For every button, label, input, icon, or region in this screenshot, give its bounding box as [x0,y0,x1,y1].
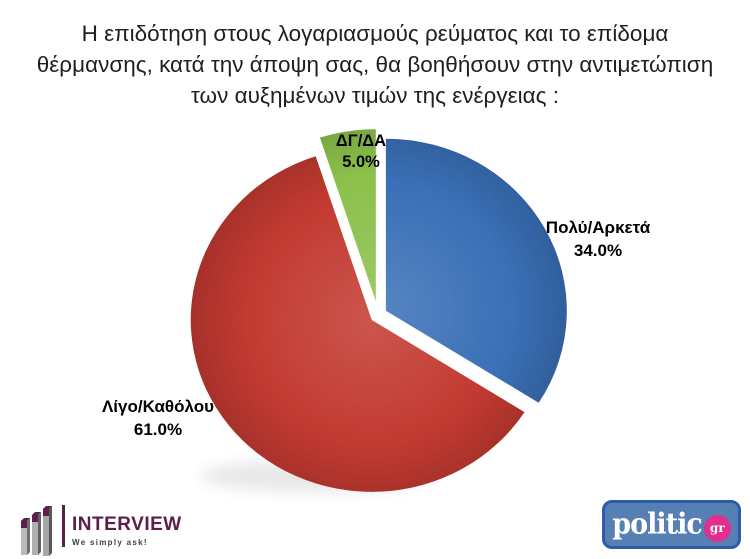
pie-slice-dg-da [319,129,376,302]
interview-logo: INTERVIEW We simply ask! [20,504,182,557]
bar-2 [32,512,41,555]
title-line-2: θέρμανσης, κατά την άποψη σας, θα βοηθήσ… [36,52,714,77]
slice-value: 34.0% [573,240,623,260]
interview-logo-name: INTERVIEW [72,514,182,535]
chart-title: Η επιδότηση στους λογαριασμούς ρεύματος … [20,18,730,111]
slice-value: 61.0% [133,419,183,439]
interview-logo-tagline: We simply ask! [72,538,148,547]
slice-label-ligo-katholou: Λίγο/Καθόλου 61.0% [83,396,233,442]
slice-name: Λίγο/Καθόλου [101,397,215,416]
slice-name: Πολύ/Αρκετά [545,218,651,237]
slice-label-poly-arketa: Πολύ/Αρκετά 34.0% [523,217,673,263]
interview-bars-icon [21,506,52,556]
pie-slice-poly-arketa [385,138,567,403]
politic-logo-name: politic [612,507,703,542]
title-line-1: Η επιδότηση στους λογαριασμούς ρεύματος … [81,21,669,46]
slice-name: ΔΓ/ΔΑ [335,132,387,150]
pie-slice-ligo-katholou [190,156,525,492]
slice-label-dg-da: ΔΓ/ΔΑ 5.0% [301,131,421,174]
interview-logo-divider [62,505,65,547]
title-line-3: των αυξημένων τιμών της ενέργειας : [190,83,559,108]
bar-3 [43,506,52,556]
slice-value: 5.0% [342,153,380,172]
politic-gr-logo: politic gr [602,500,741,549]
politic-gr-badge: gr [703,514,731,542]
bar-1 [21,518,30,555]
politic-gr-badge-text: gr [709,521,725,535]
